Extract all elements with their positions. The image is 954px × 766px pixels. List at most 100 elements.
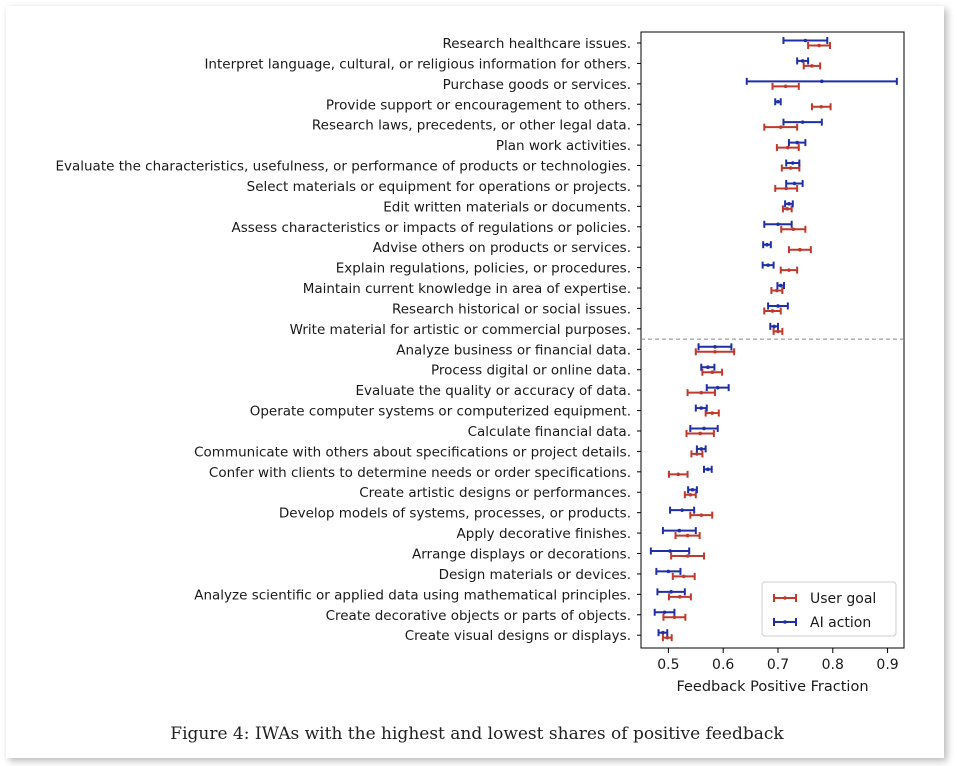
errorbar-point bbox=[803, 38, 808, 43]
errorbar-point bbox=[810, 64, 814, 68]
ai-action-errorbar bbox=[745, 77, 898, 85]
x-tick-label: 0.8 bbox=[822, 657, 844, 673]
user-goal-errorbar bbox=[683, 491, 697, 499]
ai-action-errorbar bbox=[769, 322, 779, 330]
user-goal-errorbar bbox=[661, 634, 673, 642]
errorbar-point bbox=[783, 84, 788, 89]
category-label: Research historical or social issues. bbox=[392, 301, 631, 317]
ai-action-errorbar bbox=[657, 629, 669, 637]
user-goal-errorbar bbox=[787, 246, 812, 254]
category-label: Write material for artistic or commercia… bbox=[290, 322, 631, 338]
errorbar-point bbox=[776, 222, 780, 227]
legend-swatch-point bbox=[783, 596, 787, 600]
errorbar-point bbox=[676, 472, 681, 477]
ai-action-errorbar bbox=[787, 139, 807, 147]
x-axis: 0.5 0.6 0.7 0.8 0.9 Feedback Positive Fractio… bbox=[637, 42, 899, 695]
errorbar-point bbox=[772, 324, 776, 329]
user-goal-errorbar bbox=[780, 225, 807, 233]
errorbar-point bbox=[800, 120, 805, 124]
ai-action-errorbar bbox=[767, 302, 789, 310]
figure-caption: Figure 4: IWAs with the highest and lowe… bbox=[170, 724, 784, 744]
category-label: Operate computer systems or computerized… bbox=[250, 404, 631, 420]
category-label: Provide support or encouragement to othe… bbox=[326, 97, 631, 113]
category-label: Select materials or equipment for operat… bbox=[247, 179, 631, 195]
user-goal-errorbar bbox=[771, 82, 800, 90]
errorbar-point bbox=[677, 528, 682, 533]
user-goal-errorbar bbox=[802, 62, 822, 70]
errorbar-point bbox=[713, 350, 717, 354]
errorbar-point bbox=[710, 370, 715, 375]
category-label: Develop models of systems, processes, or… bbox=[279, 506, 631, 522]
errorbar-point bbox=[766, 263, 770, 267]
x-tick-label: 0.5 bbox=[657, 657, 679, 673]
user-goal-errorbar bbox=[704, 409, 720, 417]
user-goal-errorbar bbox=[689, 511, 714, 519]
category-label: Edit written materials or documents. bbox=[383, 199, 631, 215]
errorbar-point bbox=[820, 79, 824, 84]
ai-action-errorbar bbox=[649, 547, 691, 555]
errorbar-point bbox=[713, 345, 717, 349]
ai-action-errorbar bbox=[703, 465, 713, 473]
errorbar-point bbox=[665, 635, 670, 640]
user-goal-errorbar bbox=[775, 144, 800, 152]
category-label: Create decorative objects or parts of ob… bbox=[326, 608, 631, 624]
x-tick-label: 0.6 bbox=[712, 657, 734, 673]
errorbar-point bbox=[817, 43, 821, 48]
errorbar-point bbox=[706, 365, 710, 370]
category-label: Create artistic designs or performances. bbox=[359, 485, 631, 501]
errorbar-point bbox=[685, 554, 690, 558]
ai-action-errorbar bbox=[705, 384, 730, 392]
ai-action-errorbar bbox=[656, 588, 686, 596]
user-goal-errorbar bbox=[671, 572, 696, 580]
ai-action-errorbar bbox=[761, 261, 775, 269]
user-goal-errorbar bbox=[779, 266, 799, 274]
category-label: Analyze business or financial data. bbox=[396, 342, 631, 358]
errorbar-point bbox=[787, 202, 791, 206]
ai-action-errorbar bbox=[653, 608, 676, 616]
ai-action-errorbar bbox=[661, 527, 697, 535]
category-label: Process digital or online data. bbox=[431, 363, 631, 379]
ai-action-errorbar bbox=[655, 567, 682, 575]
category-label: Research laws, precedents, or other lega… bbox=[312, 118, 631, 134]
errorbar-point bbox=[685, 533, 690, 538]
errorbar-point bbox=[672, 615, 677, 620]
errorbar-point bbox=[788, 166, 793, 170]
x-tick-label: 0.7 bbox=[767, 657, 789, 673]
ai-action-errorbar bbox=[785, 179, 804, 187]
ai-action-errorbar bbox=[700, 363, 716, 371]
errorbar-point bbox=[681, 574, 686, 579]
errorbar-point bbox=[699, 513, 704, 517]
user-goal-errorbar bbox=[674, 532, 701, 540]
legend-swatch-point bbox=[783, 620, 787, 624]
category-label: Evaluate the quality or accuracy of data… bbox=[356, 383, 631, 399]
ai-action-errorbar bbox=[784, 200, 794, 208]
errorbar-point bbox=[792, 181, 797, 186]
category-label: Design materials or devices. bbox=[439, 567, 631, 583]
user-goal-errorbar bbox=[701, 368, 724, 376]
category-label: Plan work activities. bbox=[496, 138, 631, 154]
errorbar-point bbox=[778, 283, 783, 288]
category-label: Communicate with others about specificat… bbox=[194, 444, 631, 460]
errorbar-point bbox=[798, 247, 802, 252]
errorbar-point bbox=[715, 385, 720, 390]
plot-frame bbox=[640, 31, 905, 649]
errorbar-point bbox=[699, 447, 704, 451]
user-goal-errorbar bbox=[770, 287, 784, 295]
legend-label: AI action bbox=[810, 615, 871, 631]
ai-action-errorbar bbox=[695, 445, 707, 453]
category-label: Purchase goods or services. bbox=[443, 77, 631, 93]
user-goal-errorbar bbox=[690, 450, 704, 458]
chart-marks bbox=[649, 37, 898, 642]
category-label: Create visual designs or displays. bbox=[405, 628, 631, 644]
category-label: Assess characteristics or impacts of reg… bbox=[231, 220, 631, 236]
user-goal-errorbar bbox=[667, 470, 689, 478]
ai-action-errorbar bbox=[669, 506, 696, 514]
user-goal-errorbar bbox=[686, 389, 716, 397]
user-goal-errorbar bbox=[772, 327, 784, 335]
user-goal-errorbar bbox=[781, 205, 793, 213]
errorbar-point bbox=[662, 610, 667, 615]
category-label: Research healthcare issues. bbox=[443, 36, 632, 52]
errorbar-point bbox=[706, 467, 710, 472]
errorbar-point bbox=[668, 549, 672, 553]
